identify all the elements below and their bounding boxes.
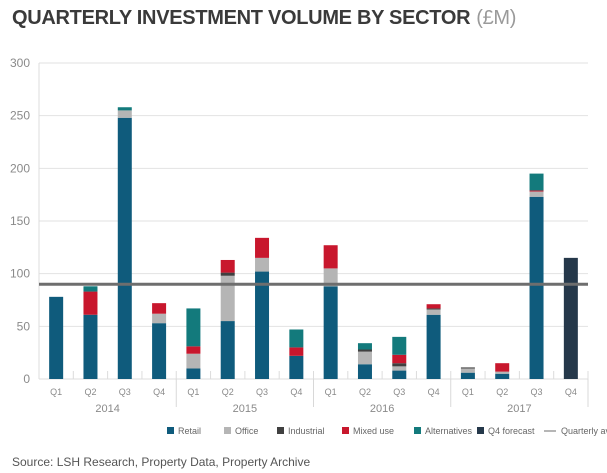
bar-segment-alternatives <box>529 173 544 191</box>
bar-segment-office <box>392 366 407 371</box>
bar-segment-alternatives <box>289 329 304 348</box>
x-tick-label: Q2 <box>222 387 234 397</box>
legend-swatch-mixed-use <box>342 427 349 434</box>
title-unit: (£M) <box>476 7 517 29</box>
y-tick-label: 300 <box>10 56 30 70</box>
bar-segment-office <box>255 257 270 272</box>
x-group-label: 2017 <box>507 403 531 415</box>
x-tick-label: Q3 <box>393 387 405 397</box>
x-tick-label: Q1 <box>50 387 62 397</box>
bar-segment-office <box>460 368 475 373</box>
y-tick-label: 50 <box>17 319 31 333</box>
bar-segment-retail <box>186 368 201 379</box>
legend-label: Retail <box>178 426 201 436</box>
bar-segment-industrial <box>357 349 372 352</box>
legend-label: Quarterly average <box>561 426 607 436</box>
bar-segment-alternatives <box>83 286 98 292</box>
bar-segment-retail <box>289 355 304 379</box>
legend-label: Mixed use <box>353 426 394 436</box>
x-tick-label: Q1 <box>462 387 474 397</box>
legend-label: Q4 forecast <box>488 426 535 436</box>
bar-segment-office <box>426 309 441 315</box>
bar-segment-retail <box>357 364 372 379</box>
x-group-label: 2016 <box>370 403 394 415</box>
source-note: Source: LSH Research, Property Data, Pro… <box>12 455 311 469</box>
bar-segment-retail <box>49 296 64 379</box>
bar-segment-retail <box>323 286 338 379</box>
bar-segment-office <box>186 353 201 369</box>
bar-segment-office <box>117 110 132 118</box>
legend-label: Industrial <box>288 426 325 436</box>
legend-swatch-office <box>224 427 231 434</box>
x-tick-label: Q3 <box>531 387 543 397</box>
bar-segment-mixed-use <box>289 347 304 356</box>
bar-segment-office <box>495 371 510 374</box>
x-tick-label: Q4 <box>290 387 302 397</box>
y-tick-label: 200 <box>10 161 30 175</box>
legend-swatch-q4-forecast <box>477 427 484 434</box>
bar-segment-retail <box>255 271 270 379</box>
y-tick-label: 100 <box>10 267 30 281</box>
bar-segment-mixed-use <box>255 237 270 258</box>
bar-segment-industrial <box>220 272 235 276</box>
x-group-label: 2014 <box>95 403 119 415</box>
bar-segment-retail <box>460 372 475 379</box>
legend-label: Office <box>235 426 258 436</box>
bar-segment-mixed-use <box>495 363 510 372</box>
bar-segment-alternatives <box>186 308 201 347</box>
bar-segment-retail <box>495 373 510 379</box>
legend-swatch-industrial <box>277 427 284 434</box>
bar-segment-retail <box>117 117 132 380</box>
bar-segment-office <box>152 313 167 324</box>
bar-segment-mixed-use <box>392 354 407 364</box>
x-group-label: 2015 <box>233 403 257 415</box>
bar-segment-retail <box>220 321 235 379</box>
legend-swatch-retail <box>167 427 174 434</box>
bar-segment-office <box>529 191 544 197</box>
y-tick-label: 150 <box>10 214 30 228</box>
bar-segment-alternatives <box>117 107 132 111</box>
title-text: QUARTERLY INVESTMENT VOLUME BY SECTOR <box>12 7 471 29</box>
legend-label: Alternatives <box>425 426 473 436</box>
bar-segment-mixed-use <box>152 303 167 314</box>
bar-segment-mixed-use <box>426 304 441 309</box>
x-tick-label: Q2 <box>496 387 508 397</box>
x-tick-label: Q3 <box>256 387 268 397</box>
bar-segment-alternatives <box>357 343 372 350</box>
y-tick-label: 0 <box>23 372 30 386</box>
bar-segment-alternatives <box>392 336 407 355</box>
bar-segment-q4-forecast <box>563 257 578 379</box>
bar-segment-mixed-use <box>529 190 544 192</box>
legend-swatch-alternatives <box>414 427 421 434</box>
x-tick-label: Q1 <box>187 387 199 397</box>
x-tick-label: Q1 <box>325 387 337 397</box>
bar-segment-mixed-use <box>323 245 338 269</box>
bar-segment-retail <box>529 196 544 379</box>
bar-segment-retail <box>426 314 441 379</box>
bar-segment-office <box>323 268 338 287</box>
bar-segment-industrial <box>426 308 441 310</box>
x-tick-label: Q3 <box>119 387 131 397</box>
y-tick-label: 250 <box>10 109 30 123</box>
bar-segment-mixed-use <box>186 346 201 354</box>
bar-segment-mixed-use <box>83 291 98 315</box>
x-tick-label: Q2 <box>359 387 371 397</box>
bar-segment-retail <box>83 314 98 379</box>
bar-segment-mixed-use <box>220 259 235 273</box>
bar-segment-office <box>220 275 235 322</box>
bar-segment-industrial <box>460 367 475 369</box>
bar-segment-retail <box>392 370 407 379</box>
chart-title: QUARTERLY INVESTMENT VOLUME BY SECTOR (£M… <box>12 7 516 30</box>
x-tick-label: Q2 <box>84 387 96 397</box>
x-tick-label: Q4 <box>153 387 165 397</box>
x-tick-label: Q4 <box>565 387 577 397</box>
x-tick-label: Q4 <box>428 387 440 397</box>
bar-segment-office <box>357 351 372 365</box>
bar-segment-industrial <box>392 363 407 367</box>
bar-segment-retail <box>152 323 167 379</box>
